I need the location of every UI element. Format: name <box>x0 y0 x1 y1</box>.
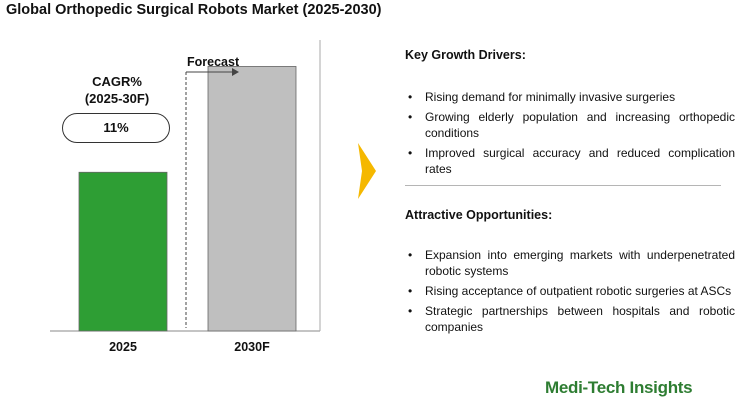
cagr-label: CAGR% (2025-30F) <box>62 73 172 107</box>
list-item: Growing elderly population and increasin… <box>405 109 735 141</box>
brand-logo-text: Medi-Tech Insights <box>545 378 693 397</box>
list-item: Improved surgical accuracy and reduced c… <box>405 145 735 177</box>
section-divider <box>405 185 721 186</box>
page-title: Global Orthopedic Surgical Robots Market… <box>6 2 382 18</box>
list-item: Rising demand for minimally invasive sur… <box>405 89 735 105</box>
cagr-label-line-1: CAGR% <box>92 74 142 89</box>
arrow-right-icon <box>232 68 239 76</box>
cagr-value-pill: 11% <box>62 113 170 143</box>
list-item: Expansion into emerging markets with und… <box>405 247 735 279</box>
chevron-right-icon <box>358 143 376 199</box>
x-tick-label-2030f: 2030F <box>234 340 270 354</box>
bar-2025 <box>78 171 168 332</box>
bar-2030f <box>207 66 297 332</box>
growth-drivers-panel: Key Growth Drivers: Rising demand for mi… <box>405 48 735 181</box>
opportunities-panel: Attractive Opportunities: Expansion into… <box>405 208 735 339</box>
growth-drivers-list: Rising demand for minimally invasive sur… <box>405 89 735 177</box>
cagr-label-line-2: (2025-30F) <box>84 91 150 106</box>
list-item: Rising acceptance of outpatient robotic … <box>405 283 735 299</box>
list-item: Strategic partnerships between hospitals… <box>405 303 735 335</box>
opportunities-list: Expansion into emerging markets with und… <box>405 247 735 335</box>
forecast-label: Forecast <box>187 55 240 69</box>
growth-drivers-heading: Key Growth Drivers: <box>405 48 526 62</box>
x-tick-label-2025: 2025 <box>109 340 137 354</box>
opportunities-heading: Attractive Opportunities: <box>405 208 553 222</box>
